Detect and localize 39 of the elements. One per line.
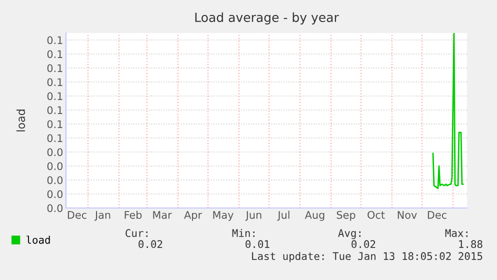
x-tick-label: Dec bbox=[68, 211, 86, 219]
x-tick-label: Mar bbox=[153, 211, 172, 219]
x-tick-label: Jul bbox=[277, 210, 290, 221]
chart-title: Load average - by year bbox=[195, 12, 339, 24]
y-tick-label: 0.0 bbox=[47, 162, 63, 170]
x-tick-label: Dec bbox=[428, 211, 446, 219]
y-tick-label: 0.1 bbox=[47, 92, 62, 100]
legend-label: load bbox=[26, 236, 50, 244]
y-tick-label: 0.1 bbox=[47, 134, 62, 142]
y-tick-label: 0.1 bbox=[47, 106, 62, 114]
x-tick-label: Aug bbox=[304, 211, 324, 221]
text: Min: bbox=[232, 228, 254, 237]
text: 0.01 bbox=[246, 240, 270, 248]
text: 0.02 bbox=[352, 240, 376, 248]
text: Max: bbox=[445, 229, 468, 238]
text: 0.02 bbox=[138, 240, 162, 248]
x-tick-label: Sep bbox=[336, 210, 356, 221]
text: 1.88 bbox=[459, 240, 482, 248]
line-series bbox=[432, 33, 464, 190]
y-tick-label: 0.1 bbox=[47, 36, 62, 44]
text: Avg: bbox=[338, 229, 360, 240]
y-tick-label: 0.0 bbox=[47, 148, 63, 156]
text: Last update: Tue Jan 13 18:05:02 2015 bbox=[252, 252, 482, 262]
x-tick-label: Nov bbox=[398, 211, 417, 219]
text: Cur: bbox=[126, 229, 148, 238]
x-tick-label: May bbox=[213, 211, 234, 221]
y-tick-label: 0.0 bbox=[47, 190, 63, 198]
y-tick-label: 0.1 bbox=[47, 64, 62, 72]
x-tick-label: Jan bbox=[94, 211, 110, 221]
x-tick-label: Apr bbox=[184, 211, 202, 221]
y-axis-title: load bbox=[16, 110, 26, 132]
x-tick-label: Feb bbox=[124, 210, 142, 219]
y-tick-label: 0.0 bbox=[47, 176, 63, 184]
y-tick-label: 0.1 bbox=[47, 78, 62, 86]
y-tick-label: 0.0 bbox=[47, 204, 63, 212]
y-tick-label: 0.1 bbox=[47, 120, 62, 128]
y-tick-label: 0.1 bbox=[47, 50, 62, 58]
x-tick-label: Oct bbox=[368, 210, 385, 219]
x-tick-label: Jun bbox=[245, 211, 262, 221]
